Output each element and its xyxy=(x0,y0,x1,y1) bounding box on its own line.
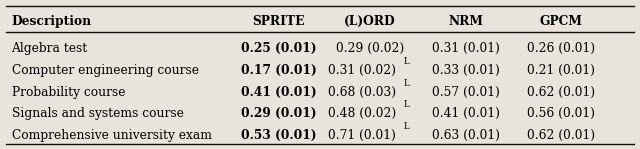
Text: 0.33 (0.01): 0.33 (0.01) xyxy=(432,64,500,77)
Text: Description: Description xyxy=(12,15,92,28)
Text: L: L xyxy=(403,100,409,109)
Text: 0.53 (0.01): 0.53 (0.01) xyxy=(241,129,316,142)
Text: 0.62 (0.01): 0.62 (0.01) xyxy=(527,86,595,99)
Text: 0.63 (0.01): 0.63 (0.01) xyxy=(432,129,500,142)
Text: Signals and systems course: Signals and systems course xyxy=(12,107,184,120)
Text: 0.56 (0.01): 0.56 (0.01) xyxy=(527,107,595,120)
Text: 0.41 (0.01): 0.41 (0.01) xyxy=(241,86,316,99)
Text: 0.26 (0.01): 0.26 (0.01) xyxy=(527,42,595,55)
Text: 0.25 (0.01): 0.25 (0.01) xyxy=(241,42,316,55)
Text: 0.17 (0.01): 0.17 (0.01) xyxy=(241,64,316,77)
Text: (L)ORD: (L)ORD xyxy=(344,15,396,28)
Text: 0.48 (0.02): 0.48 (0.02) xyxy=(328,107,396,120)
Text: 0.29 (0.01): 0.29 (0.01) xyxy=(241,107,316,120)
Text: 0.41 (0.01): 0.41 (0.01) xyxy=(432,107,500,120)
Text: 0.57 (0.01): 0.57 (0.01) xyxy=(432,86,500,99)
Text: GPCM: GPCM xyxy=(539,15,582,28)
Text: SPRITE: SPRITE xyxy=(252,15,305,28)
Text: Algebra test: Algebra test xyxy=(12,42,88,55)
Text: 0.31 (0.01): 0.31 (0.01) xyxy=(432,42,500,55)
Text: 0.71 (0.01): 0.71 (0.01) xyxy=(328,129,396,142)
Text: 0.62 (0.01): 0.62 (0.01) xyxy=(527,129,595,142)
Text: Computer engineering course: Computer engineering course xyxy=(12,64,198,77)
Text: L: L xyxy=(403,79,409,88)
Text: 0.31 (0.02): 0.31 (0.02) xyxy=(328,64,396,77)
Text: 0.29 (0.02): 0.29 (0.02) xyxy=(336,42,404,55)
Text: NRM: NRM xyxy=(449,15,483,28)
Text: Comprehensive university exam: Comprehensive university exam xyxy=(12,129,211,142)
Text: 0.68 (0.03): 0.68 (0.03) xyxy=(328,86,396,99)
Text: Probability course: Probability course xyxy=(12,86,125,99)
Text: L: L xyxy=(403,57,409,66)
Text: L: L xyxy=(403,122,409,131)
Text: 0.21 (0.01): 0.21 (0.01) xyxy=(527,64,595,77)
